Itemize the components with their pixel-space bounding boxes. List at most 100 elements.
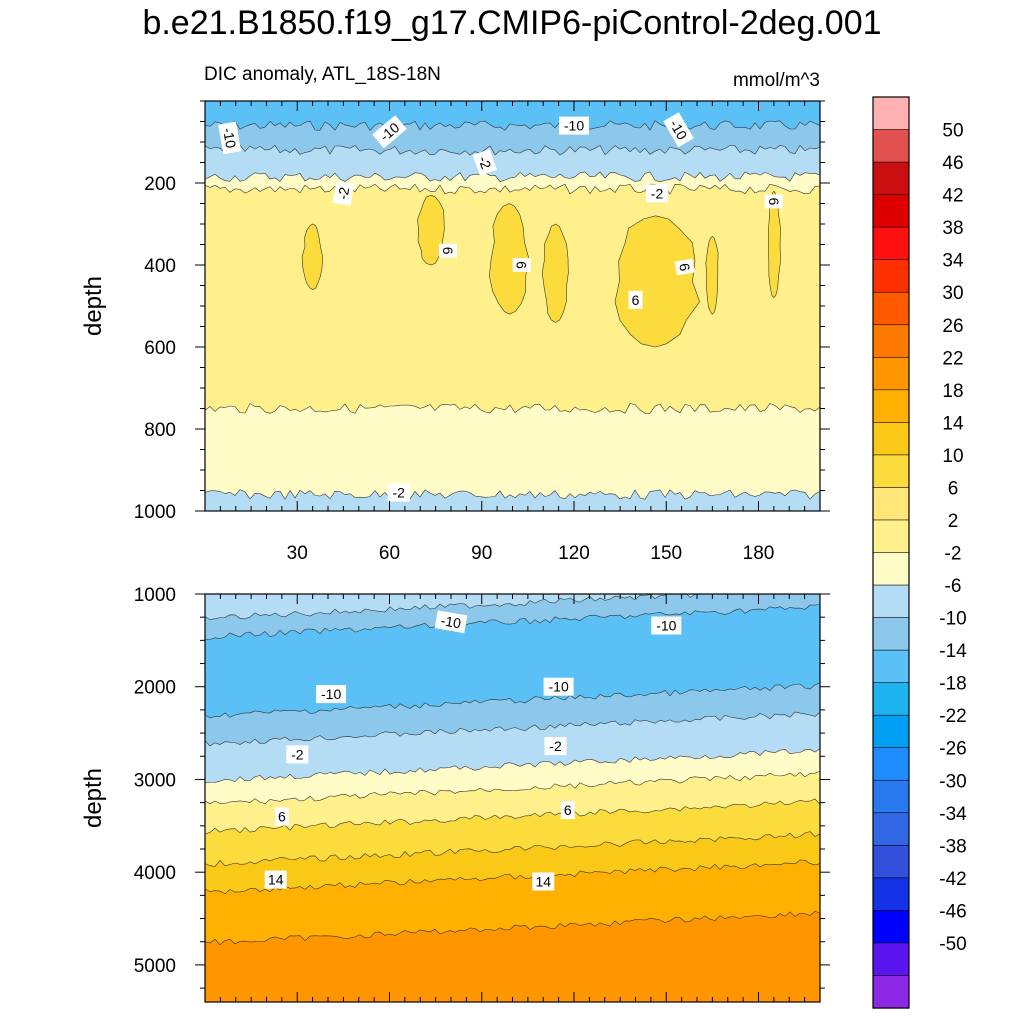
y-axis-title: depth — [80, 768, 107, 828]
contour-label-text: -2 — [549, 738, 562, 754]
contour-label: -2 — [646, 184, 668, 203]
contour-label-text: -10 — [440, 612, 463, 631]
y-tick-label: 5000 — [134, 956, 176, 977]
y-tick-label: 800 — [144, 420, 176, 441]
colorbar-label: -46 — [939, 901, 966, 922]
contour-label-text: -2 — [475, 154, 494, 171]
contour-label-text: 6 — [564, 802, 572, 818]
colorbar-swatch — [872, 226, 910, 261]
colorbar-swatch — [872, 161, 910, 196]
contour-label-text: -2 — [651, 185, 664, 201]
contour-label-text: -10 — [220, 127, 239, 150]
patch-6 — [768, 190, 781, 299]
colorbar-label: 6 — [948, 478, 959, 499]
y-tick-label: 1000 — [134, 502, 176, 523]
patch-6 — [614, 215, 700, 348]
colorbar-label: -10 — [939, 609, 966, 630]
y-tick-label: 4000 — [134, 863, 176, 884]
x-tick-label: 120 — [558, 543, 590, 564]
colorbar-label: -34 — [939, 804, 967, 825]
colorbar-label: 26 — [942, 316, 963, 337]
contour-label: -10 — [316, 685, 347, 704]
colorbar-label: -6 — [945, 576, 962, 597]
patch-6 — [541, 223, 569, 323]
contour-label-text: -2 — [334, 186, 352, 201]
colorbar-label: 22 — [942, 348, 963, 369]
colorbar-swatch — [872, 649, 910, 684]
colorbar-swatch — [872, 584, 910, 619]
colorbar-swatch — [872, 747, 910, 781]
contour-label: -10 — [651, 616, 682, 635]
contour-label-text: -2 — [291, 746, 304, 762]
colorbar-label: 34 — [942, 251, 964, 272]
contour-label: -2 — [472, 149, 498, 176]
x-tick-label: 60 — [379, 543, 400, 564]
contour-label-text: 14 — [268, 872, 284, 888]
colorbar-label: 50 — [942, 121, 963, 142]
contour-label-text: 6 — [440, 247, 456, 255]
contour-label-text: -10 — [656, 618, 676, 634]
colorbar-swatch — [872, 194, 910, 228]
colorbar-label: -14 — [939, 641, 967, 662]
contour-label-text: 6 — [632, 292, 640, 308]
colorbar-label: 30 — [942, 283, 963, 304]
colorbar-label: -42 — [939, 869, 966, 890]
colorbar-label: -38 — [939, 836, 966, 857]
colorbar-frame — [872, 96, 910, 1009]
colorbar-swatch — [872, 96, 910, 131]
contour-label: -10 — [218, 121, 242, 155]
colorbar-swatch — [872, 812, 910, 846]
colorbar-swatch — [872, 910, 910, 944]
contour-label: 6 — [560, 801, 575, 820]
colorbar-swatch — [872, 552, 910, 586]
colorbar-label: 42 — [942, 186, 963, 207]
contour-label-text: -10 — [548, 679, 568, 695]
colorbar-label: -2 — [945, 544, 962, 565]
colorbar-swatch — [872, 714, 910, 749]
contour-label-text: -10 — [321, 686, 341, 702]
contour-label: -2 — [332, 180, 355, 206]
colorbar-label: 46 — [942, 153, 963, 174]
colorbar-swatch — [872, 975, 910, 1009]
contour-label: 6 — [274, 807, 289, 826]
colorbar-label: -50 — [939, 934, 966, 955]
colorbar-swatch — [872, 682, 910, 716]
y-axis-title: depth — [80, 276, 107, 336]
contour-label-text: 6 — [278, 809, 286, 825]
contour-label: 14 — [532, 872, 555, 891]
x-tick-label: 150 — [650, 543, 682, 564]
colorbar-swatch — [872, 454, 910, 489]
colorbar-swatch — [872, 845, 910, 879]
colorbar: 50 46 42 38 34 30 26 22 18 14 10 6 2 -2 -6 -10 -14 -18 -22… — [872, 96, 967, 1009]
panel-subtitle: DIC anomaly, ATL_18S-18N — [204, 64, 441, 85]
contour-label-text: 14 — [536, 874, 552, 890]
contour-label: 6 — [438, 243, 457, 258]
band--6 — [205, 594, 726, 620]
x-tick-label: 180 — [743, 543, 775, 564]
colorbar-label: 18 — [942, 381, 963, 402]
contour-label: -2 — [286, 745, 309, 764]
contour-label: 6 — [628, 290, 643, 309]
contour-label: -2 — [387, 483, 410, 502]
colorbar-swatch — [872, 779, 910, 814]
patch-6 — [417, 194, 445, 266]
patch-6 — [705, 235, 719, 315]
colorbar-swatch — [872, 487, 910, 521]
contour-label: 6 — [674, 258, 695, 276]
contour-label: -10 — [559, 116, 589, 135]
x-tick-label: 90 — [471, 543, 492, 564]
colorbar-swatch — [872, 129, 910, 163]
patch-6 — [488, 203, 530, 315]
contour-label: 6 — [764, 194, 783, 209]
contour-label-text: 6 — [676, 262, 693, 273]
band--14 — [205, 101, 820, 132]
figure-title: b.e21.B1850.f19_g17.CMIP6-piControl-2deg… — [142, 4, 882, 42]
y-tick-label: 3000 — [134, 770, 176, 791]
contour-label: -10 — [434, 610, 468, 634]
colorbar-label: -30 — [939, 771, 966, 792]
colorbar-label: 2 — [948, 511, 959, 532]
patch-6 — [301, 223, 323, 290]
colorbar-swatch — [872, 519, 910, 554]
colorbar-swatch — [872, 356, 910, 391]
